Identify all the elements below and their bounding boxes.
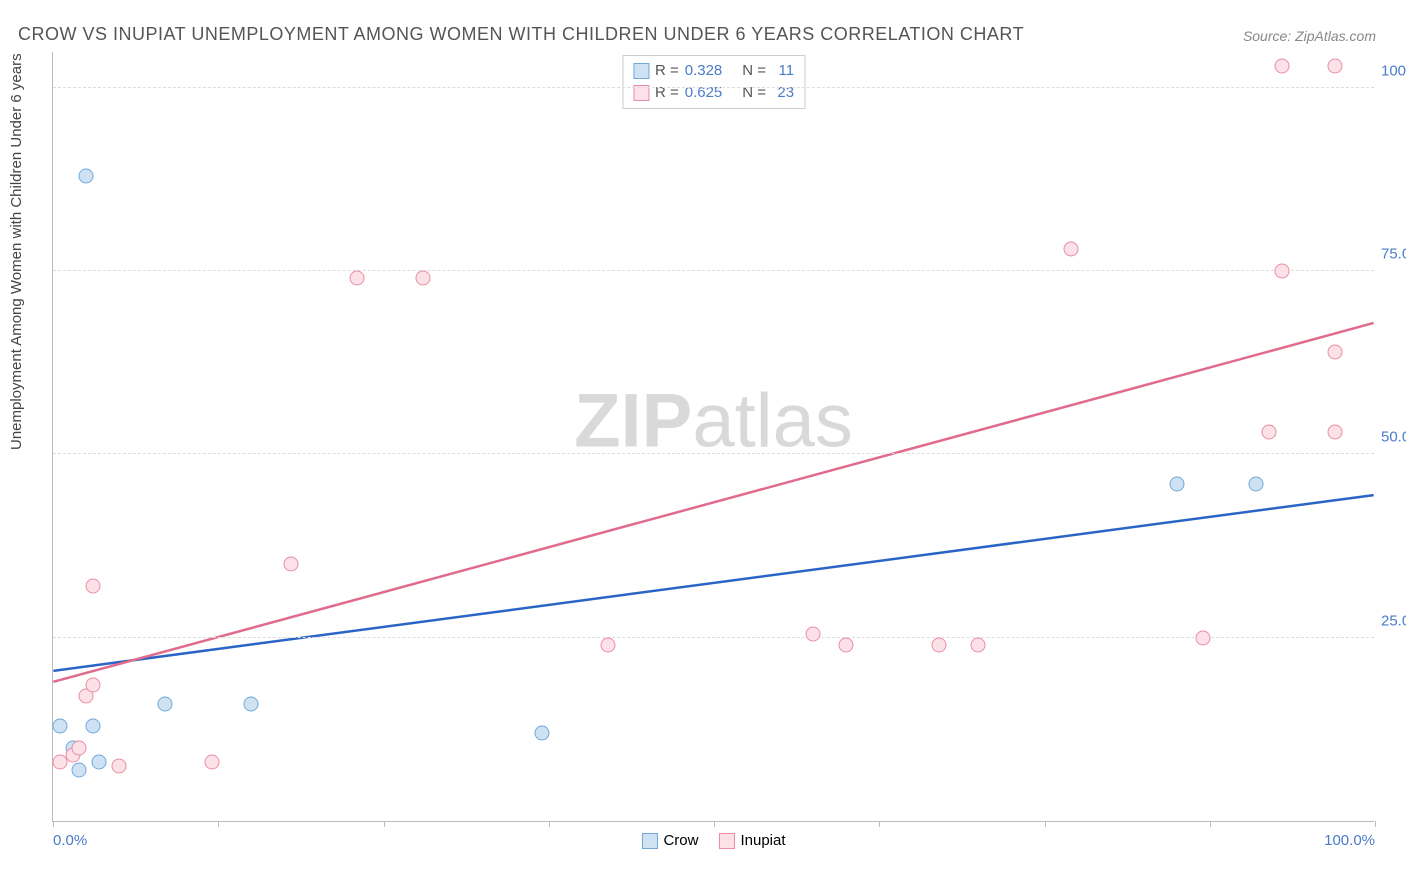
x-tick-label: 100.0% — [1324, 832, 1375, 849]
watermark: ZIPatlas — [574, 378, 853, 465]
legend-n-value-inupiat: 23 — [772, 82, 794, 104]
x-tick — [1210, 821, 1211, 827]
legend-item-crow: Crow — [641, 832, 698, 849]
data-point-inupiat — [112, 759, 127, 774]
legend-r-value-crow: 0.328 — [685, 60, 723, 82]
data-point-crow — [79, 168, 94, 183]
data-point-crow — [1249, 476, 1264, 491]
correlation-chart: CROW VS INUPIAT UNEMPLOYMENT AMONG WOMEN… — [0, 0, 1406, 892]
legend-n-value-crow: 11 — [772, 60, 794, 82]
legend-stats: R = 0.328 N = 11 R = 0.625 N = 23 — [622, 55, 805, 109]
watermark-bold: ZIP — [574, 379, 692, 464]
legend-label-crow: Crow — [663, 832, 698, 849]
chart-title: CROW VS INUPIAT UNEMPLOYMENT AMONG WOMEN… — [18, 24, 1024, 45]
x-tick — [714, 821, 715, 827]
legend-item-inupiat: Inupiat — [718, 832, 785, 849]
data-point-inupiat — [806, 627, 821, 642]
x-tick — [549, 821, 550, 827]
chart-source: Source: ZipAtlas.com — [1243, 28, 1376, 44]
data-point-inupiat — [931, 638, 946, 653]
data-point-inupiat — [1328, 58, 1343, 73]
trend-line-crow — [53, 495, 1373, 671]
data-point-crow — [1169, 476, 1184, 491]
data-point-inupiat — [1262, 425, 1277, 440]
legend-stats-row: R = 0.328 N = 11 — [633, 60, 794, 82]
data-point-inupiat — [971, 638, 986, 653]
gridline — [53, 270, 1374, 271]
data-point-inupiat — [1275, 264, 1290, 279]
legend-swatch-inupiat — [718, 833, 734, 849]
legend-n-label: N = — [742, 82, 766, 104]
data-point-crow — [52, 718, 67, 733]
x-tick — [879, 821, 880, 827]
data-point-inupiat — [1063, 242, 1078, 257]
data-point-inupiat — [416, 271, 431, 286]
data-point-inupiat — [1328, 344, 1343, 359]
gridline — [53, 87, 1374, 88]
data-point-inupiat — [1328, 425, 1343, 440]
data-point-crow — [158, 696, 173, 711]
x-tick — [53, 821, 54, 827]
data-point-inupiat — [204, 755, 219, 770]
legend-r-value-inupiat: 0.625 — [685, 82, 723, 104]
data-point-inupiat — [1275, 58, 1290, 73]
watermark-light: atlas — [692, 379, 853, 464]
data-point-crow — [92, 755, 107, 770]
data-point-crow — [85, 718, 100, 733]
y-tick-label: 100.0% — [1381, 62, 1406, 79]
data-point-inupiat — [1196, 630, 1211, 645]
legend-label-inupiat: Inupiat — [740, 832, 785, 849]
legend-r-label: R = — [655, 60, 679, 82]
legend-stats-row: R = 0.625 N = 23 — [633, 82, 794, 104]
y-tick-label: 25.0% — [1381, 612, 1406, 629]
data-point-crow — [244, 696, 259, 711]
data-point-inupiat — [601, 638, 616, 653]
data-point-inupiat — [85, 678, 100, 693]
x-tick — [1045, 821, 1046, 827]
legend-n-label: N = — [742, 60, 766, 82]
gridline — [53, 453, 1374, 454]
y-tick-label: 50.0% — [1381, 429, 1406, 446]
data-point-inupiat — [72, 740, 87, 755]
plot-area: ZIPatlas R = 0.328 N = 11 R = 0.625 N = … — [52, 52, 1374, 822]
legend-series: Crow Inupiat — [641, 832, 785, 849]
trend-line-inupiat — [53, 323, 1373, 682]
data-point-inupiat — [85, 579, 100, 594]
gridline — [53, 637, 1374, 638]
legend-r-label: R = — [655, 82, 679, 104]
legend-swatch-crow — [641, 833, 657, 849]
x-tick — [1375, 821, 1376, 827]
data-point-inupiat — [839, 638, 854, 653]
data-point-inupiat — [350, 271, 365, 286]
data-point-crow — [535, 726, 550, 741]
data-point-crow — [72, 762, 87, 777]
legend-swatch-crow — [633, 63, 649, 79]
y-tick-label: 75.0% — [1381, 246, 1406, 263]
x-tick-label: 0.0% — [53, 832, 87, 849]
x-tick — [384, 821, 385, 827]
data-point-inupiat — [283, 557, 298, 572]
y-axis-label: Unemployment Among Women with Children U… — [8, 53, 25, 450]
x-tick — [218, 821, 219, 827]
